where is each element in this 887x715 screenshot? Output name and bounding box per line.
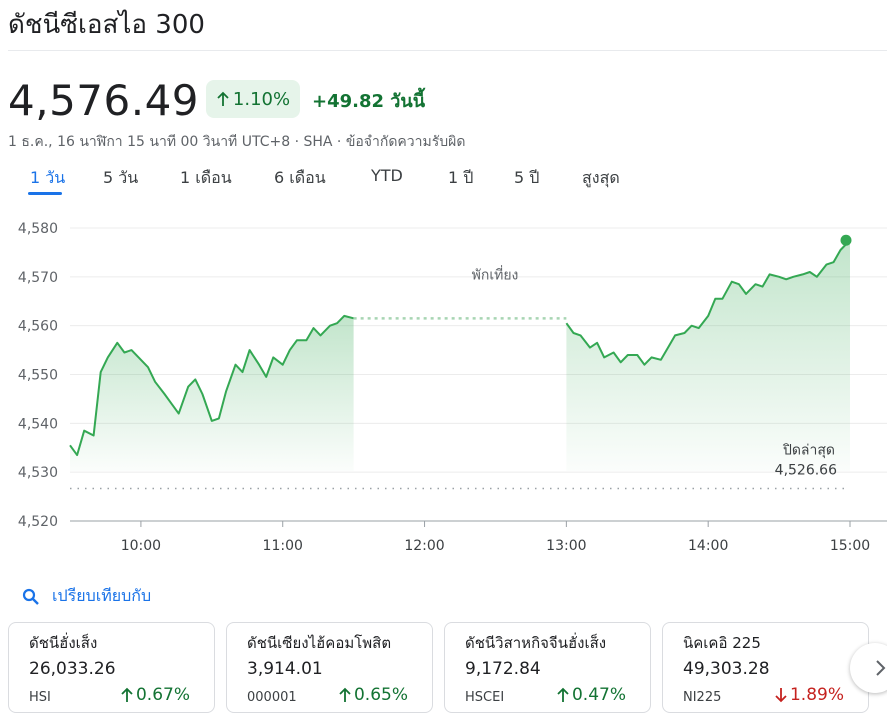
card-value: 49,303.28 [683, 659, 770, 679]
compare-card-hscei[interactable]: ดัชนีวิสาหกิจจีนฮั่งเส็ง 9,172.84 HSCEI … [444, 622, 651, 713]
search-icon [22, 588, 39, 605]
arrow-up-icon [217, 91, 229, 106]
area-afternoon [566, 240, 850, 471]
card-code: HSI [29, 690, 51, 705]
card-code: HSCEI [465, 690, 505, 705]
x-tick-label: 13:00 [546, 538, 586, 554]
card-value: 9,172.84 [465, 659, 541, 679]
card-change-value: 1.89% [789, 685, 844, 705]
next-cards-button[interactable] [850, 643, 887, 693]
x-tick-label: 14:00 [688, 538, 728, 554]
current-price-marker [840, 234, 852, 246]
tab-6-months[interactable]: 6 เดือน [274, 168, 326, 187]
card-change: 0.67% [120, 685, 190, 705]
card-change: 0.47% [556, 685, 626, 705]
x-tick-label: 11:00 [263, 538, 303, 554]
compare-card-sse[interactable]: ดัชนีเซียงไฮ้คอมโพสิต 3,914.01 000001 0.… [226, 622, 433, 713]
y-tick-label: 4,540 [18, 416, 58, 432]
card-name: ดัชนีวิสาหกิจจีนฮั่งเส็ง [465, 634, 607, 652]
x-tick-label: 10:00 [121, 538, 161, 554]
compare-card-nikkei[interactable]: นิคเคอิ 225 49,303.28 NI225 1.89% [662, 622, 869, 713]
card-value: 3,914.01 [247, 659, 323, 679]
arrow-down-icon [775, 688, 787, 703]
compare-card-hsi[interactable]: ดัชนีฮั่งเส็ง 26,033.26 HSI 0.67% [8, 622, 215, 713]
compare-label: เปรียบเทียบกับ [52, 586, 152, 605]
card-name: ดัชนีเซียงไฮ้คอมโพสิต [247, 634, 392, 652]
tab-1-day[interactable]: 1 วัน [30, 168, 66, 187]
card-change: 0.65% [338, 685, 408, 705]
y-tick-label: 4,560 [18, 319, 58, 335]
tab-1-month[interactable]: 1 เดือน [180, 168, 232, 187]
card-change-value: 0.47% [571, 685, 626, 705]
tab-ytd[interactable]: YTD [371, 166, 403, 185]
y-tick-label: 4,570 [18, 270, 58, 286]
card-change: 1.89% [774, 685, 844, 705]
previous-close-value: 4,526.66 [775, 462, 837, 478]
quote-meta: 1 ธ.ค., 16 นาฬิกา 15 นาที 00 วินาที UTC+… [8, 134, 466, 150]
card-name: นิคเคอิ 225 [683, 634, 761, 652]
y-tick-label: 4,580 [18, 221, 58, 237]
card-code: 000001 [247, 690, 297, 705]
y-tick-label: 4,530 [18, 465, 58, 481]
arrow-up-icon [557, 687, 569, 702]
arrow-up-icon [339, 687, 351, 702]
card-name: ดัชนีฮั่งเส็ง [29, 634, 98, 652]
page-title: ดัชนีซีเอสไอ 300 [8, 10, 205, 40]
tab-5-days[interactable]: 5 วัน [103, 168, 139, 187]
x-tick-label: 12:00 [404, 538, 444, 554]
card-code: NI225 [683, 690, 722, 705]
card-value: 26,033.26 [29, 659, 116, 679]
percent-change-badge: 1.10% [206, 80, 300, 118]
area-morning [70, 315, 354, 471]
current-price: 4,576.49 [8, 76, 200, 125]
compare-link[interactable]: เปรียบเทียบกับ [22, 584, 151, 609]
tab-1-year[interactable]: 1 ปี [448, 168, 474, 187]
price-chart[interactable]: 4,580 4,570 4,560 4,550 4,540 4,530 4,520 10:0… [0, 205, 887, 570]
title-divider [8, 50, 887, 51]
absolute-change: +49.82 วันนี้ [312, 91, 426, 112]
percent-change-value: 1.10% [232, 88, 291, 110]
card-change-value: 0.65% [353, 685, 408, 705]
chevron-right-icon [876, 660, 886, 676]
y-tick-label: 4,520 [18, 514, 58, 530]
tab-max[interactable]: สูงสุด [582, 168, 620, 187]
lunch-break-label: พักเที่ยง [472, 265, 519, 283]
arrow-up-icon [121, 687, 133, 702]
previous-close-label: ปิดล่าสุด [782, 442, 835, 458]
card-change-value: 0.67% [135, 685, 190, 705]
x-tick-label: 15:00 [830, 538, 870, 554]
y-tick-label: 4,550 [18, 368, 58, 384]
tab-5-years[interactable]: 5 ปี [514, 168, 540, 187]
active-tab-indicator [28, 192, 62, 195]
